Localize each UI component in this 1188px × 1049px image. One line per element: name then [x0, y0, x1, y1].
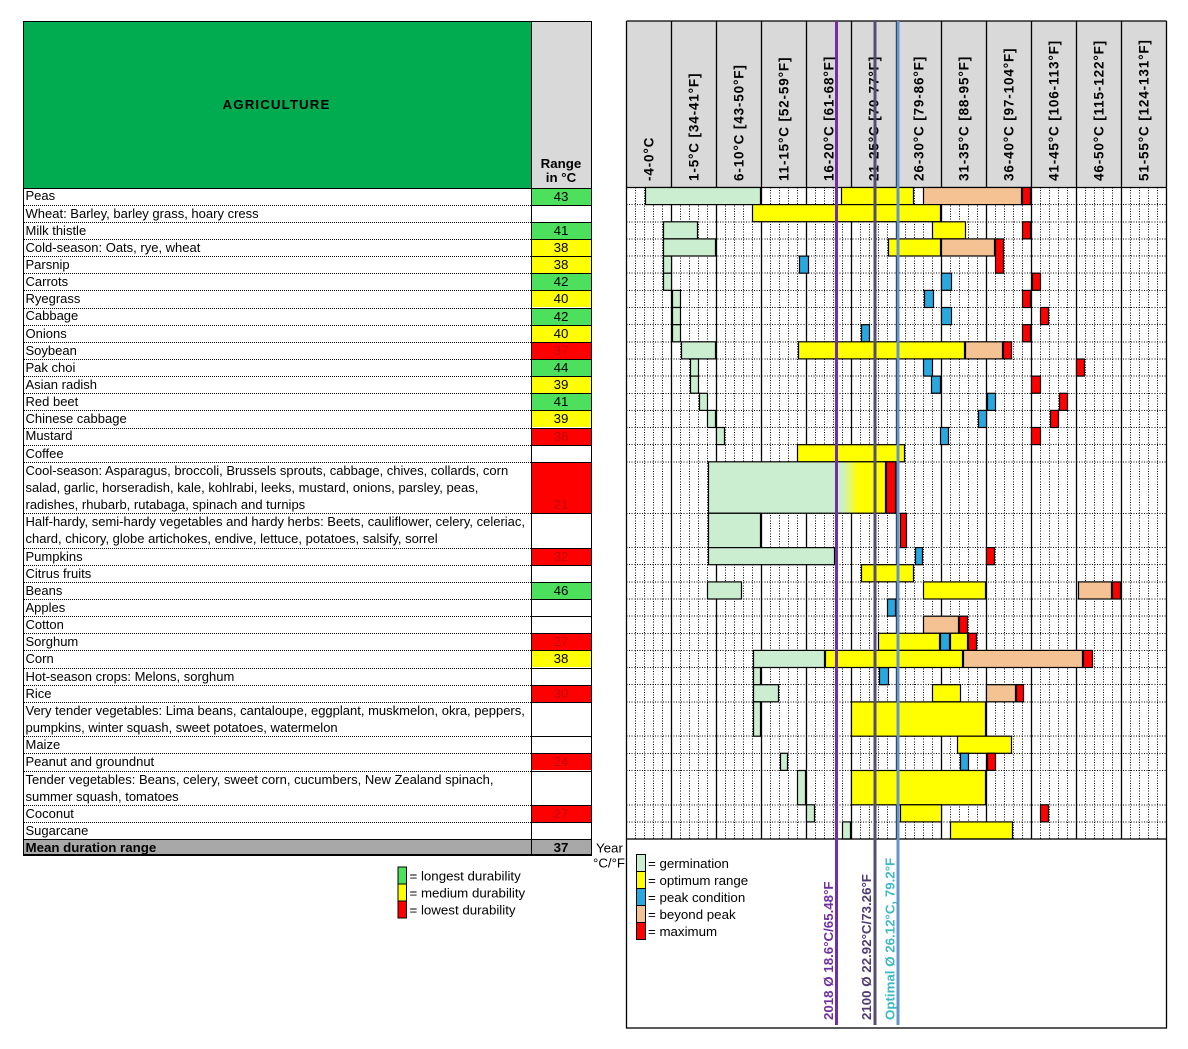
svg-text:°C/°F: °C/°F — [593, 856, 625, 871]
svg-text:6-10°C [43-50°F]: 6-10°C [43-50°F] — [732, 64, 747, 181]
svg-text:= lowest durability: = lowest durability — [410, 903, 516, 918]
svg-text:31-35°C [88-95°F]: 31-35°C [88-95°F] — [957, 56, 972, 181]
svg-text:51-55°C [124-131°F]: 51-55°C [124-131°F] — [1137, 39, 1152, 181]
svg-text:16-20°C [61-68°F]: 16-20°C [61-68°F] — [822, 56, 837, 181]
svg-text:2100 Ø 22.92°C/73.26°F: 2100 Ø 22.92°C/73.26°F — [859, 874, 874, 1020]
svg-text:-4-0°C: -4-0°C — [642, 137, 657, 181]
svg-text:= peak condition: = peak condition — [648, 890, 745, 905]
svg-text:= germination: = germination — [648, 856, 729, 871]
svg-text:Optimal Ø 26.12°C, 79.2°F: Optimal Ø 26.12°C, 79.2°F — [883, 858, 898, 1020]
svg-text:= medium durability: = medium durability — [410, 886, 526, 901]
svg-text:11-15°C [52-59°F]: 11-15°C [52-59°F] — [777, 57, 792, 181]
svg-text:= optimum range: = optimum range — [648, 873, 748, 888]
svg-text:41-45°C [106-113°F]: 41-45°C [106-113°F] — [1047, 40, 1062, 181]
svg-text:1-5°C [34-41°F]: 1-5°C [34-41°F] — [687, 73, 702, 181]
svg-text:= longest durability: = longest durability — [410, 869, 522, 884]
svg-text:Year: Year — [596, 841, 623, 856]
svg-text:= beyond peak: = beyond peak — [648, 907, 736, 922]
svg-text:= maximum: = maximum — [648, 924, 717, 939]
svg-text:26-30°C [79-86°F]: 26-30°C [79-86°F] — [912, 56, 927, 181]
svg-text:2018 Ø 18.6°C/65.48°F: 2018 Ø 18.6°C/65.48°F — [821, 881, 836, 1020]
svg-text:46-50°C [115-122°F]: 46-50°C [115-122°F] — [1092, 40, 1107, 181]
svg-text:36-40°C [97-104°F]: 36-40°C [97-104°F] — [1002, 48, 1017, 181]
